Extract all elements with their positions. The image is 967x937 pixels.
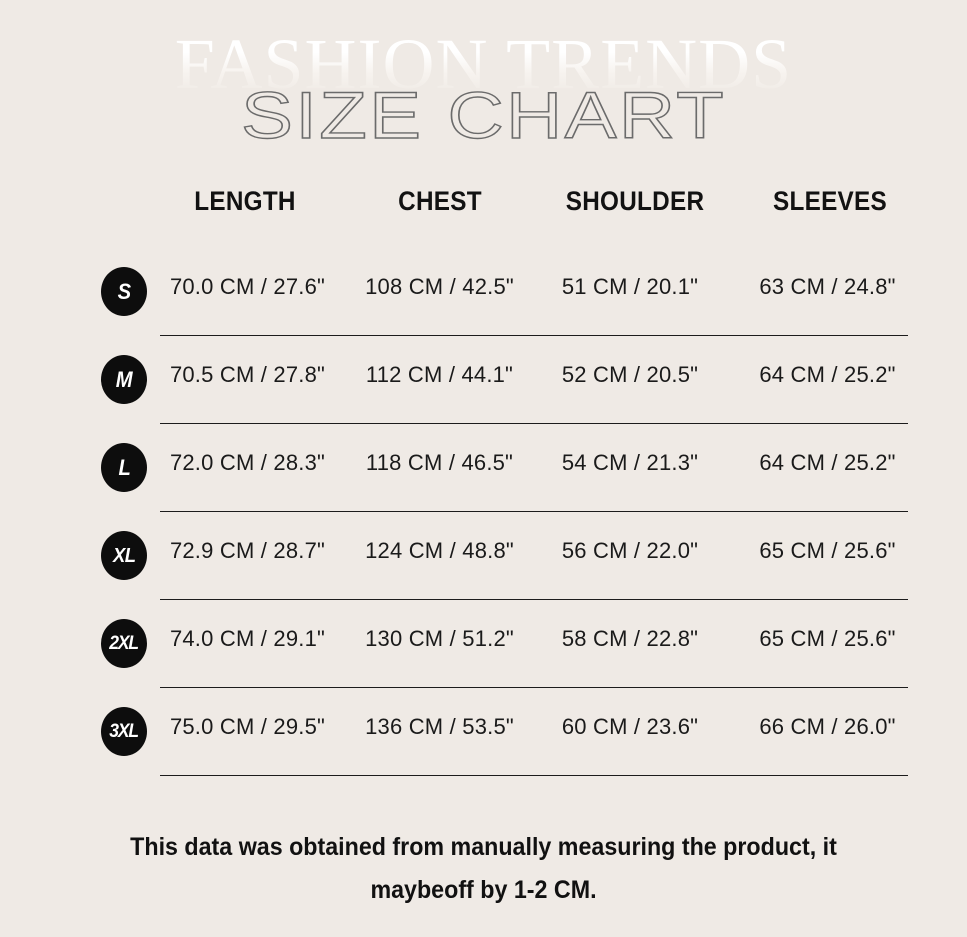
cell-length: 74.0 CM / 29.1" <box>169 626 326 651</box>
title-size-chart-outline: SIZE CHART <box>240 79 726 154</box>
table-row: 2XL 74.0 CM / 29.1" 130 CM / 51.2" 58 CM… <box>0 600 967 688</box>
column-header-shoulder: SHOULDER <box>565 186 705 216</box>
size-badge-label: L <box>118 454 130 480</box>
cell-shoulder: 60 CM / 23.6" <box>561 714 699 739</box>
cell-chest: 124 CM / 48.8" <box>365 538 514 563</box>
cell-length: 72.9 CM / 28.7" <box>169 538 326 563</box>
cell-shoulder: 56 CM / 22.0" <box>561 538 699 563</box>
row-divider <box>160 775 908 776</box>
disclaimer-line-2: maybeoff by 1-2 CM. <box>370 876 597 904</box>
header: FASHION TRENDS SIZE CHART <box>0 0 967 175</box>
row-divider <box>160 599 908 600</box>
table-row: M 70.5 CM / 27.8" 112 CM / 44.1" 52 CM /… <box>0 336 967 424</box>
cell-shoulder: 54 CM / 21.3" <box>561 450 699 475</box>
row-divider <box>160 687 908 688</box>
column-header-sleeves: SLEEVES <box>773 186 887 216</box>
cell-length: 70.5 CM / 27.8" <box>169 362 326 387</box>
cell-chest: 130 CM / 51.2" <box>365 626 514 651</box>
row-divider <box>160 335 908 336</box>
table-rows: S 70.0 CM / 27.6" 108 CM / 42.5" 51 CM /… <box>0 248 967 776</box>
size-badge-label: XL <box>112 544 136 567</box>
size-table: LENGTH CHEST SHOULDER SLEEVES S 70.0 CM … <box>0 186 967 776</box>
size-badge-label: S <box>117 278 131 304</box>
table-row: XL 72.9 CM / 28.7" 124 CM / 48.8" 56 CM … <box>0 512 967 600</box>
size-badge-l: L <box>101 443 147 492</box>
cell-sleeves: 65 CM / 25.6" <box>759 626 896 651</box>
cell-shoulder: 52 CM / 20.5" <box>561 362 699 387</box>
cell-sleeves: 64 CM / 25.2" <box>759 362 896 387</box>
size-badge-m: M <box>101 355 147 404</box>
row-divider <box>160 511 908 512</box>
cell-chest: 112 CM / 44.1" <box>365 362 514 387</box>
column-header-chest: CHEST <box>398 186 482 216</box>
svg-text:SIZE CHART: SIZE CHART <box>241 79 726 152</box>
size-badge-3xl: 3XL <box>101 707 147 756</box>
size-badge-label: M <box>115 366 133 392</box>
cell-sleeves: 63 CM / 24.8" <box>759 274 896 299</box>
table-column-headers: LENGTH CHEST SHOULDER SLEEVES <box>0 186 967 248</box>
table-row: 3XL 75.0 CM / 29.5" 136 CM / 53.5" 60 CM… <box>0 688 967 776</box>
page-title: SIZE CHART <box>0 78 967 156</box>
row-divider <box>160 423 908 424</box>
cell-shoulder: 58 CM / 22.8" <box>561 626 699 651</box>
cell-length: 70.0 CM / 27.6" <box>169 274 326 299</box>
table-row: L 72.0 CM / 28.3" 118 CM / 46.5" 54 CM /… <box>0 424 967 512</box>
cell-sleeves: 66 CM / 26.0" <box>759 714 896 739</box>
size-badge-2xl: 2XL <box>101 619 147 668</box>
cell-chest: 108 CM / 42.5" <box>365 274 514 299</box>
cell-length: 75.0 CM / 29.5" <box>169 714 326 739</box>
cell-length: 72.0 CM / 28.3" <box>169 450 326 475</box>
cell-chest: 136 CM / 53.5" <box>365 714 514 739</box>
disclaimer-note: This data was obtained from manually mea… <box>34 826 933 912</box>
size-badge-s: S <box>101 267 147 316</box>
size-badge-label: 3XL <box>109 721 140 742</box>
cell-chest: 118 CM / 46.5" <box>365 450 514 475</box>
cell-sleeves: 65 CM / 25.6" <box>759 538 896 563</box>
size-badge-label: 2XL <box>109 633 140 654</box>
cell-shoulder: 51 CM / 20.1" <box>561 274 699 299</box>
cell-sleeves: 64 CM / 25.2" <box>759 450 896 475</box>
size-badge-xl: XL <box>101 531 147 580</box>
column-header-length: LENGTH <box>194 186 296 216</box>
table-row: S 70.0 CM / 27.6" 108 CM / 42.5" 51 CM /… <box>0 248 967 336</box>
disclaimer-line-1: This data was obtained from manually mea… <box>130 833 837 861</box>
